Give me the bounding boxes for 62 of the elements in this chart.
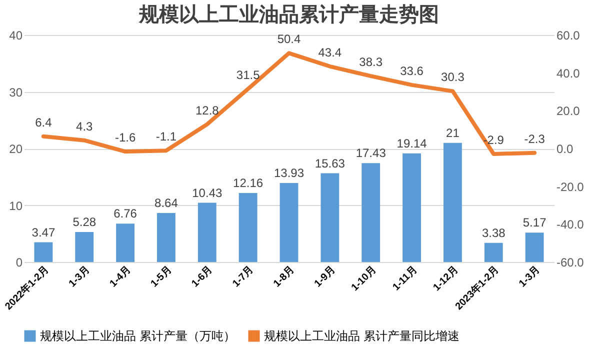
data-label: 5.17: [522, 216, 547, 230]
y2-tick-label: 20.0: [556, 104, 580, 118]
y-tick-label: 0: [16, 256, 23, 270]
data-label: 13.93: [274, 166, 304, 180]
data-label: 30.3: [441, 70, 465, 84]
y-tick-label: 10: [9, 198, 23, 213]
bar: [362, 163, 380, 262]
bar: [116, 224, 134, 262]
y-tick-label: 40: [9, 28, 23, 42]
y2-tick-label: 60.0: [556, 28, 580, 42]
data-label: -1.1: [156, 130, 177, 144]
data-label: 17.43: [356, 146, 386, 160]
legend-label: 规模以上工业油品 累计产量（万吨）: [40, 329, 236, 343]
y2-tick-label: 40.0: [556, 66, 580, 80]
bar: [198, 202, 216, 262]
bar: [525, 232, 544, 262]
bar: [75, 232, 94, 262]
x-tick-label: 1-9月: [312, 264, 338, 290]
data-label: 5.28: [72, 215, 96, 230]
y-tick-label: 30: [9, 85, 23, 100]
x-tick-label: 1-3月: [517, 264, 542, 290]
bar: [34, 242, 53, 262]
bar: [444, 142, 462, 262]
x-tick-label: 1-8月: [272, 264, 297, 290]
chart-title: 规模以上工业油品累计产量走势图: [138, 3, 439, 26]
bar: [238, 192, 258, 262]
data-label: 6.4: [35, 115, 52, 130]
y-tick-label: 20: [9, 142, 23, 156]
x-tick-label: 1-6月: [190, 264, 215, 290]
data-label: 50.4: [277, 32, 301, 46]
bar: [402, 153, 421, 262]
data-label: 33.6: [400, 64, 424, 78]
data-label: -2.3: [524, 132, 546, 146]
legend-label: 规模以上工业油品 累计产量同比增速: [264, 329, 460, 343]
x-tick-label: 1-3月: [67, 264, 92, 290]
data-label: 19.14: [396, 136, 428, 150]
data-label: 43.4: [318, 45, 342, 60]
data-label: 31.5: [236, 68, 260, 82]
x-tick-label: 1-5月: [148, 264, 174, 290]
bar: [280, 182, 298, 262]
x-tick-label: 1-11月: [390, 264, 420, 294]
data-label: 3.38: [482, 226, 506, 240]
y2-tick-label: -60.0: [556, 256, 584, 270]
x-tick-label: 1-4月: [108, 264, 134, 290]
y2-tick-label: -40.0: [556, 218, 584, 232]
y2-tick-label: -20.0: [556, 180, 584, 194]
data-label: 10.43: [192, 186, 222, 200]
bar: [484, 242, 503, 262]
data-label: 12.8: [195, 103, 220, 118]
y2-tick-label: 0.0: [556, 142, 574, 156]
data-label: 38.3: [359, 55, 383, 70]
data-label: 6.76: [114, 206, 138, 221]
data-label: 4.3: [76, 119, 94, 134]
bar: [320, 173, 340, 262]
data-label: 12.16: [233, 176, 264, 190]
data-label: 15.63: [314, 156, 346, 170]
data-label: 8.64: [154, 196, 178, 210]
bar: [157, 212, 176, 262]
data-label: 3.47: [32, 225, 56, 240]
data-label: 21: [446, 126, 460, 140]
data-label: -1.6: [114, 130, 136, 145]
x-tick-label: 1-7月: [230, 264, 256, 290]
